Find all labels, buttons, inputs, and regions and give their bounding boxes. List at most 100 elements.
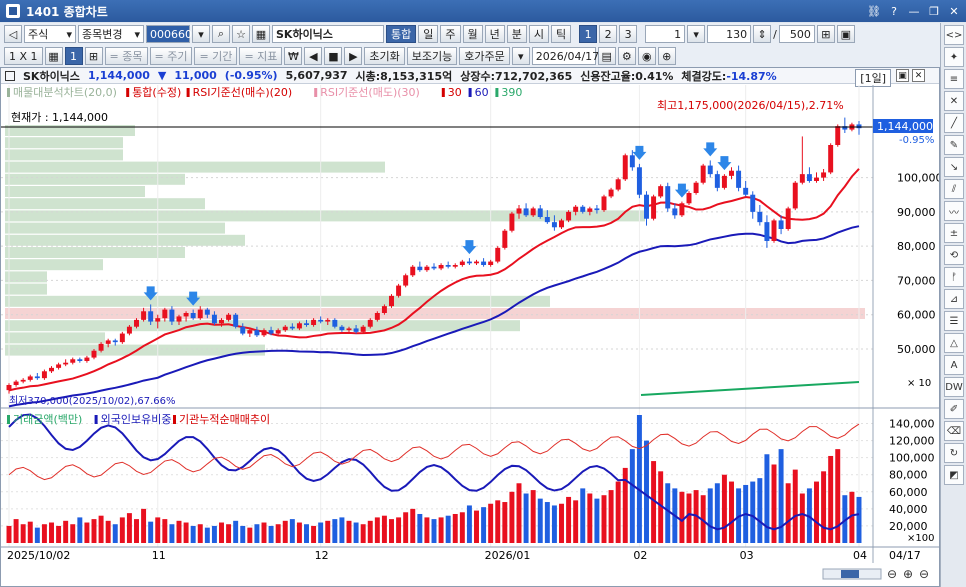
market-select[interactable]: 주식 ▾ bbox=[24, 25, 76, 43]
layout-grid-icon[interactable]: ▦ bbox=[44, 47, 63, 65]
date-input[interactable]: 2026/04/17 bbox=[531, 47, 599, 65]
rotate-icon[interactable]: ↻ bbox=[944, 443, 964, 463]
help-icon[interactable]: ? bbox=[891, 4, 897, 18]
legend-item[interactable]: 통합(수정) bbox=[132, 86, 181, 99]
count-stepper-icon[interactable]: ⇕ bbox=[753, 25, 772, 43]
capture-icon[interactable]: ◉ bbox=[637, 47, 656, 65]
text-icon[interactable]: A bbox=[944, 355, 964, 375]
settings-icon[interactable]: ⚙ bbox=[617, 47, 636, 65]
crosshair-icon[interactable]: ✕ bbox=[944, 91, 964, 111]
max-count-input[interactable]: 500 bbox=[778, 25, 815, 43]
fibonacci-icon[interactable]: ᚠ bbox=[944, 267, 964, 287]
zoom-out-icon[interactable]: ⊖ bbox=[919, 567, 929, 581]
period-year-button[interactable]: 년 bbox=[484, 25, 505, 43]
scroll-right-icon[interactable]: ▶ bbox=[344, 47, 363, 65]
minimize-icon[interactable]: — bbox=[908, 4, 920, 18]
volume-bar bbox=[750, 481, 756, 543]
cursor-icon[interactable]: ✦ bbox=[944, 47, 964, 67]
interval-input[interactable]: 1 bbox=[645, 25, 686, 43]
link-icon[interactable]: ⛓ bbox=[867, 4, 881, 18]
page-1-button[interactable]: 1 bbox=[579, 25, 598, 43]
grid-icon[interactable]: ▦ bbox=[252, 25, 270, 43]
prev-arrow-icon[interactable]: ◁ bbox=[4, 25, 22, 43]
ray-icon[interactable]: ↘ bbox=[944, 157, 964, 177]
period-tick-button[interactable]: 틱 bbox=[551, 25, 572, 43]
fill-icon[interactable]: ◩ bbox=[944, 465, 964, 485]
cycle-button[interactable]: = 주기 bbox=[149, 47, 193, 65]
pencil-icon[interactable]: ✎ bbox=[944, 135, 964, 155]
stop-icon[interactable]: ■ bbox=[324, 47, 343, 65]
legend-item[interactable]: RSI기준선(매도)(30) bbox=[320, 86, 420, 99]
add-window-icon[interactable]: ⊞ bbox=[816, 25, 835, 43]
period-month-button[interactable]: 월 bbox=[462, 25, 483, 43]
quote-order-button[interactable]: 호가주문 bbox=[459, 47, 510, 65]
restore-icon[interactable]: ❐ bbox=[929, 4, 939, 18]
collapse-panel-icon[interactable]: <> bbox=[944, 25, 964, 45]
channel-icon[interactable]: ⫽ bbox=[944, 179, 964, 199]
period-minute-button[interactable]: 분 bbox=[506, 25, 527, 43]
page-3-button[interactable]: 3 bbox=[619, 25, 638, 43]
triangle-icon[interactable]: △ bbox=[944, 333, 964, 353]
gann-icon[interactable]: ⊿ bbox=[944, 289, 964, 309]
legend-item[interactable]: 390 bbox=[501, 86, 522, 99]
ratio-1x1-button[interactable]: 1 X 1 bbox=[4, 47, 43, 65]
trendline-icon[interactable]: ╱ bbox=[944, 113, 964, 133]
save-icon[interactable]: ▣ bbox=[836, 25, 855, 43]
code-dropdown-icon[interactable]: ▾ bbox=[192, 25, 210, 43]
plusminus-icon[interactable]: ± bbox=[944, 223, 964, 243]
aux-function-button[interactable]: 보조기능 bbox=[406, 47, 458, 65]
page-2-button[interactable]: 2 bbox=[599, 25, 618, 43]
legend-item[interactable]: 거래금액(백만) bbox=[13, 413, 82, 426]
chart-svg[interactable]: 현재가 : 1,144,000 최고1,175,000(2026/04/15),… bbox=[1, 85, 939, 587]
dw-icon[interactable]: DW bbox=[944, 377, 964, 397]
tool-menu-icon[interactable]: ≡ bbox=[944, 69, 964, 89]
period-week-button[interactable]: 주 bbox=[440, 25, 461, 43]
legend-item[interactable]: 외국인보유비중 bbox=[101, 413, 172, 426]
legend-item[interactable]: 60 bbox=[475, 86, 489, 99]
search-icon[interactable]: ⌕ bbox=[212, 25, 230, 43]
reset-button[interactable]: 초기화 bbox=[364, 47, 405, 65]
volume-bar bbox=[105, 520, 111, 543]
scroll-zoom-controls[interactable]: ⊖ ⊕ ⊖ bbox=[822, 567, 929, 581]
period-day-button[interactable]: 일 bbox=[418, 25, 439, 43]
highlight-icon[interactable]: ✐ bbox=[944, 399, 964, 419]
cycle-icon[interactable]: ⟲ bbox=[944, 245, 964, 265]
period-hour-button[interactable]: 시 bbox=[528, 25, 549, 43]
stock-info-bar: SK하이닉스 1,144,000 ▼ 11,000 (-0.95%) 5,607… bbox=[1, 68, 939, 87]
layout-table-icon[interactable]: ⊞ bbox=[84, 47, 103, 65]
range-button[interactable]: = 기간 bbox=[194, 47, 238, 65]
scrollbar-thumb[interactable] bbox=[841, 570, 859, 578]
zoom-in-icon[interactable]: ⊕ bbox=[903, 567, 913, 581]
level-icon[interactable]: ☰ bbox=[944, 311, 964, 331]
wave-icon[interactable]: 〰 bbox=[944, 201, 964, 221]
candle-body bbox=[665, 186, 671, 209]
legend-item[interactable]: RSI기준선(매수)(20) bbox=[193, 86, 293, 99]
candle-body bbox=[601, 196, 607, 211]
candle-body bbox=[778, 220, 784, 229]
legend-item[interactable]: 30 bbox=[448, 86, 462, 99]
combined-button[interactable]: 통합 bbox=[386, 25, 417, 43]
indicator-button[interactable]: = 지표 bbox=[239, 47, 283, 65]
info-checkbox[interactable] bbox=[5, 70, 15, 81]
quote-order-dropdown-icon[interactable]: ▾ bbox=[511, 47, 530, 65]
change-stock-select[interactable]: 종목변경 ▾ bbox=[78, 25, 144, 43]
zoom-reset-icon[interactable]: ⊖ bbox=[887, 567, 897, 581]
panel-restore-icon[interactable]: ▣ bbox=[896, 69, 909, 82]
candle-body bbox=[757, 211, 763, 223]
layout-1x1-icon[interactable]: 1 bbox=[64, 47, 83, 65]
legend-item[interactable]: 기관누적순매매추이 bbox=[179, 413, 270, 426]
stock-code-input[interactable]: 000660 bbox=[146, 25, 192, 43]
info-shares: 상장수:712,702,365 bbox=[460, 69, 573, 83]
eraser-icon[interactable]: ⌫ bbox=[944, 421, 964, 441]
compare-stock-button[interactable]: = 종목 bbox=[104, 47, 148, 65]
star-icon[interactable]: ☆ bbox=[232, 25, 250, 43]
interval-dropdown-icon[interactable]: ▾ bbox=[687, 25, 706, 43]
panel-close-icon[interactable]: ✕ bbox=[912, 69, 925, 82]
web-icon[interactable]: ⊕ bbox=[657, 47, 676, 65]
scroll-left-icon[interactable]: ◀ bbox=[304, 47, 323, 65]
won-button[interactable]: ₩ bbox=[284, 47, 303, 65]
close-icon[interactable]: ✕ bbox=[949, 4, 959, 18]
legend-item[interactable]: 매물대분석차트(20,0) bbox=[13, 86, 117, 99]
calendar-icon[interactable]: ▤ bbox=[597, 47, 616, 65]
count-input[interactable]: 130 bbox=[707, 25, 752, 43]
